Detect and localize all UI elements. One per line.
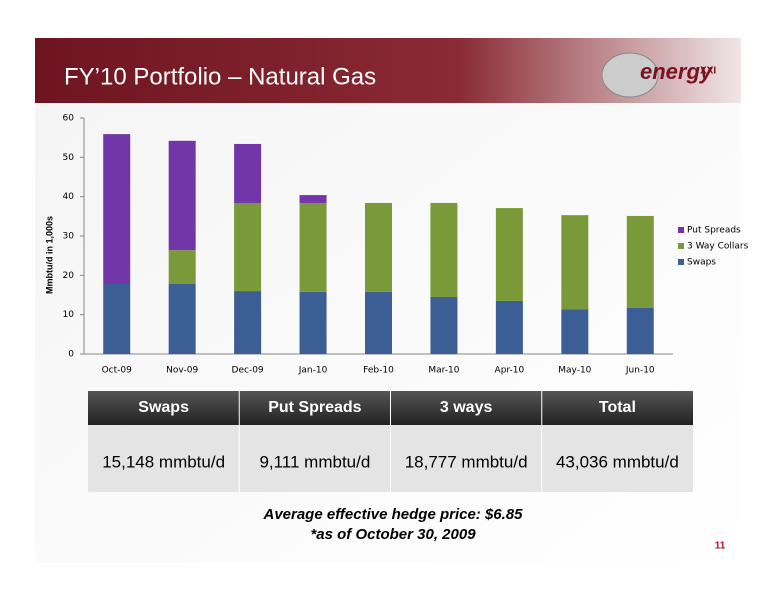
page-number: 11: [715, 541, 726, 552]
bar-segment: [299, 291, 327, 354]
y-tick-label: 20: [63, 271, 75, 281]
bar-segment: [561, 309, 589, 354]
bar-segment: [495, 300, 523, 354]
logo-globe: [601, 52, 659, 98]
bar-segment: [495, 208, 523, 301]
x-tick-label: Mar-10: [428, 366, 459, 376]
table-header-cell: Put Spreads: [268, 399, 361, 416]
y-tick-label: 0: [68, 350, 74, 360]
legend-swatch: [678, 227, 684, 233]
bar-segment: [299, 195, 327, 203]
as-of-date: *as of October 30, 2009: [310, 526, 476, 543]
legend-swatch: [678, 243, 684, 249]
table-header-cell: Swaps: [138, 399, 189, 416]
table-cell: 9,111 mmbtu/d: [259, 452, 370, 471]
y-tick-label: 30: [63, 232, 75, 242]
y-axis-label: Mmbtu/d in 1,000s: [44, 216, 54, 294]
bar-segment: [168, 283, 196, 354]
x-tick-label: Jun-10: [625, 366, 655, 376]
x-tick-label: Nov-09: [166, 366, 198, 376]
bar-segment: [561, 215, 589, 310]
y-tick-label: 10: [63, 310, 75, 320]
x-tick-label: May-10: [558, 366, 591, 376]
bar-segment: [168, 140, 196, 251]
x-tick-label: Oct-09: [102, 366, 133, 376]
x-tick-label: Apr-10: [495, 366, 525, 376]
bar-segment: [103, 134, 131, 284]
table-header-cell: Total: [599, 399, 636, 416]
bar-segment: [299, 202, 327, 292]
x-tick-label: Feb-10: [363, 366, 394, 376]
table-cell: 15,148 mmbtu/d: [102, 452, 225, 471]
x-tick-label: Jan-10: [298, 366, 328, 376]
bar-segment: [365, 202, 392, 292]
legend-label: 3 Way Collars: [687, 242, 749, 252]
x-tick-label: Dec-09: [232, 366, 264, 376]
bar-segment: [430, 202, 458, 297]
bar-segment: [234, 143, 262, 203]
table-cell: 43,036 mmbtu/d: [556, 452, 679, 471]
table: Swaps Put Spreads 3 ways Total 15,148 mmbtu/…: [102, 391, 679, 492]
y-tick-label: 60: [63, 114, 75, 124]
bar-segment: [103, 283, 131, 354]
legend-swatch: [678, 259, 684, 265]
logo-suffix: XXI: [700, 66, 716, 77]
table-header-cell: 3 ways: [440, 399, 493, 416]
logo: energy: [640, 59, 714, 84]
slide-title: FY’10 Portfolio – Natural Gas: [64, 63, 376, 90]
legend-label: Put Spreads: [687, 226, 741, 236]
bar-segment: [234, 202, 262, 292]
bar-segment: [626, 215, 654, 308]
bar-segment: [626, 307, 654, 354]
chart: 0 10 20 30 40 50 60 Oct-09 Nov-09 Dec-09 Jan-10 Feb…: [63, 114, 749, 376]
bar-segment: [168, 250, 196, 284]
y-tick-label: 50: [63, 153, 75, 163]
bar-segment: [365, 291, 392, 354]
bar-segment: [234, 291, 262, 354]
bar-segment: [430, 296, 458, 354]
y-tick-label: 40: [63, 192, 75, 202]
hedge-price: Average effective hedge price: $6.85: [262, 506, 523, 523]
legend-label: Swaps: [687, 258, 716, 268]
table-cell: 18,777 mmbtu/d: [405, 452, 528, 471]
